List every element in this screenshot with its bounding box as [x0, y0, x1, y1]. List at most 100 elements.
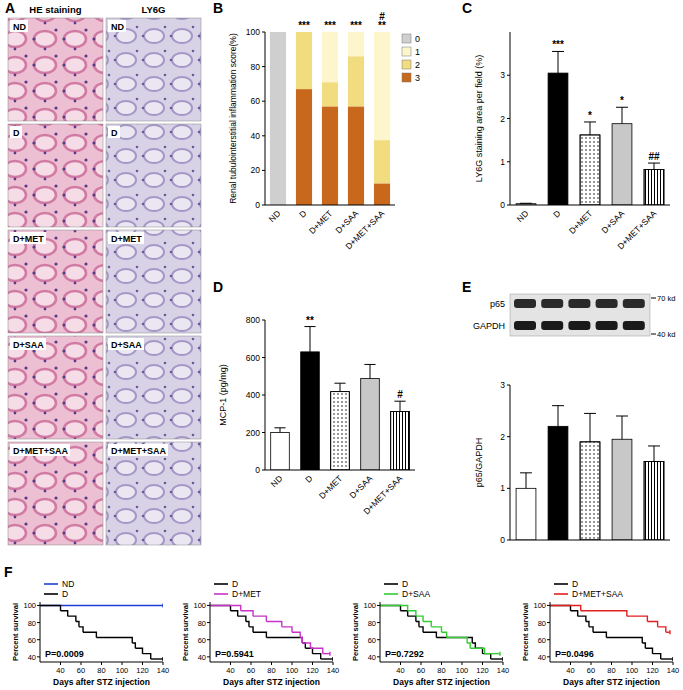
survival-step — [416, 616, 423, 621]
y-axis-label: Percent survival — [351, 603, 360, 661]
y-tick — [262, 101, 265, 102]
survival-step — [416, 622, 419, 627]
panel-label: B — [213, 0, 223, 16]
label-box — [10, 126, 22, 138]
survival-step — [669, 630, 670, 634]
y-tick-label: 40 — [251, 131, 261, 141]
y-tick — [37, 622, 40, 623]
error-bar — [394, 401, 405, 411]
x-tick-label: 40 — [396, 666, 404, 675]
x-axis-label: Days after STZ injection — [53, 677, 150, 687]
y-axis — [265, 32, 266, 205]
y-tick-label: 400 — [246, 390, 260, 400]
bar — [271, 433, 290, 471]
bar — [361, 379, 380, 471]
x-axis-label: Days after STZ injection — [223, 677, 320, 687]
micrograph-label: D+MET — [13, 234, 44, 244]
survival-step — [282, 627, 292, 632]
y-tick — [262, 205, 265, 206]
survival-step — [305, 648, 312, 653]
survival-step — [485, 653, 500, 654]
plot-area — [271, 327, 410, 470]
survival-step — [499, 652, 500, 656]
y-tick-label: 60 — [251, 96, 261, 106]
y-axis — [210, 602, 211, 662]
y-tick-label: 1 — [500, 157, 505, 167]
survival-step — [210, 605, 241, 610]
label-box — [108, 338, 144, 350]
panel-label: D — [213, 279, 223, 295]
bar-texture — [580, 442, 600, 540]
micrograph — [8, 124, 103, 227]
error-bar — [584, 122, 596, 135]
bar-texture — [580, 135, 600, 205]
blot-band — [623, 321, 645, 330]
micrograph-label: D+MET — [111, 234, 142, 244]
legend-swatch — [402, 73, 411, 82]
survival-step — [96, 638, 132, 643]
survival-step — [423, 632, 436, 637]
bar — [580, 442, 600, 540]
x-tick — [292, 662, 293, 665]
plot-area — [210, 605, 333, 661]
y-tick — [37, 656, 40, 657]
y-tick-label: 800 — [246, 315, 260, 325]
error-bar — [520, 473, 532, 489]
legend-label: D — [572, 579, 578, 589]
y-tick-label: 2 — [500, 114, 505, 124]
bar-segment — [322, 82, 338, 106]
size-marker: 40 kd — [657, 330, 675, 339]
survival-step — [231, 611, 238, 616]
bar-segment — [348, 32, 364, 56]
significance: # — [379, 11, 385, 22]
survival-step — [658, 627, 666, 632]
y-tick — [262, 320, 265, 321]
x-tick — [462, 662, 463, 665]
micrograph — [8, 18, 103, 121]
panel-label: E — [462, 279, 471, 295]
bar-segment — [348, 106, 364, 205]
bar-texture — [331, 392, 350, 470]
survival-step — [589, 627, 593, 632]
x-tick-label: 140 — [497, 666, 510, 675]
survival-step — [593, 632, 606, 637]
p-value: P=0.0009 — [45, 649, 84, 659]
x-tick — [60, 662, 61, 665]
x-tick-label: 40 — [226, 666, 234, 675]
survival-step — [210, 605, 231, 610]
x-tick — [503, 662, 504, 665]
y-tick-label: 100 — [363, 601, 376, 610]
bar-segment — [374, 32, 390, 140]
survival-step — [642, 643, 645, 648]
bar — [516, 488, 536, 540]
survival-step — [447, 638, 468, 643]
x-tick-label: 100 — [286, 666, 299, 675]
bar — [548, 73, 568, 205]
legend-label: 2 — [415, 60, 420, 70]
y-tick-label: 0 — [255, 465, 260, 475]
blot-label: GAPDH — [473, 321, 505, 331]
bar-segment — [296, 32, 312, 33]
blot-label: p65 — [490, 299, 505, 309]
blot — [510, 294, 650, 336]
y-axis-label: MCP-1 (pg/mg) — [218, 364, 228, 426]
panel-label: C — [462, 0, 472, 16]
y-tick-label: 80 — [198, 619, 206, 628]
blot-band — [596, 321, 618, 330]
survival-step — [68, 616, 76, 621]
x-tick — [333, 662, 334, 665]
legend-label: D — [62, 589, 68, 599]
survival-step — [266, 622, 281, 627]
bar-texture — [644, 170, 664, 205]
x-axis — [265, 470, 415, 471]
legend-line — [214, 583, 228, 585]
legend-label: ND — [62, 579, 74, 589]
legend-line — [384, 583, 398, 585]
x-tick-label: 80 — [607, 666, 615, 675]
legend-label: 1 — [415, 47, 420, 57]
y-axis-label: LY6G staining area per field (%) — [474, 55, 484, 182]
error-bar — [584, 413, 596, 441]
y-tick — [262, 170, 265, 171]
bar-segment — [348, 32, 364, 33]
x-tick — [421, 662, 422, 665]
